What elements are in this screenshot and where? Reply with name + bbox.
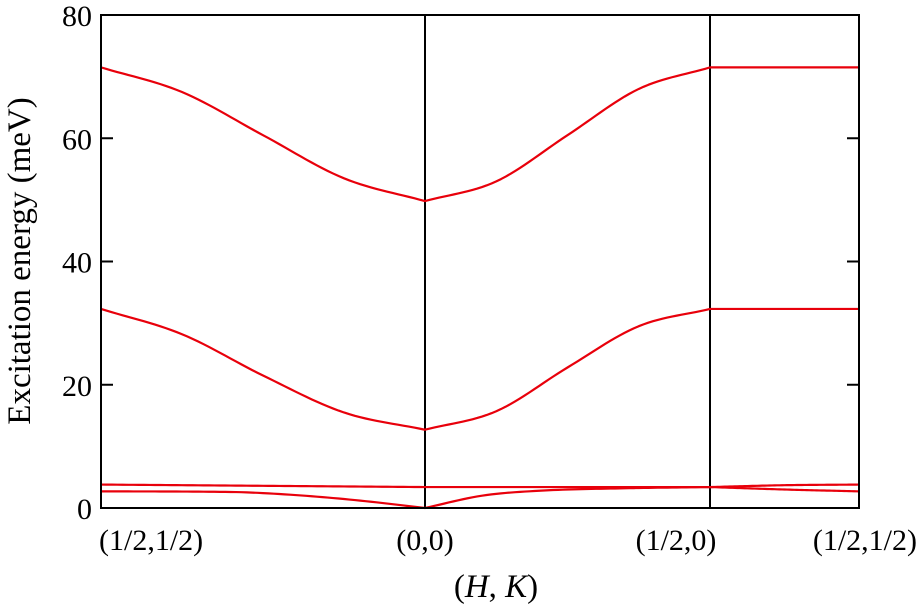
dispersion-curves [100,66,860,510]
symmetry-point-dividers [424,15,711,508]
x-axis-title-sep: , [489,569,506,605]
x-tick-label: (1/2,1/2) [813,524,917,557]
y-tick-label: 80 [62,0,92,33]
dispersion-branch [100,485,860,510]
y-tick-label: 20 [62,370,92,403]
x-axis-tick-labels: (1/2,1/2) (0,0) (1/2,0) (1/2,1/2) [99,524,917,557]
x-tick-label: (1/2,1/2) [99,524,203,557]
y-tick-label: 40 [62,247,92,280]
y-axis-ticks: 0 20 40 60 80 [62,0,859,526]
dispersion-branch [100,307,859,431]
dispersion-branch [100,483,860,489]
y-tick-label: 0 [77,493,92,526]
plot-frame [100,14,860,509]
x-tick-label: (1/2,0) [636,524,717,557]
x-axis-title-k: K [504,569,529,605]
x-tick-label: (0,0) [396,524,453,557]
y-axis-title: Excitation energy (meV) [2,97,38,424]
x-axis-title: (H, K) [454,569,538,605]
y-tick-label: 60 [62,123,92,156]
dispersion-branch [100,66,859,203]
x-axis-title-h: H [464,569,491,605]
